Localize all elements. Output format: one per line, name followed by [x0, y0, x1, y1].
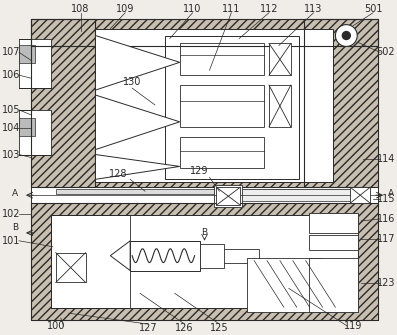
- Bar: [19, 118, 35, 136]
- Polygon shape: [95, 95, 180, 149]
- Bar: [180, 137, 264, 169]
- Bar: [56, 253, 85, 282]
- Bar: [95, 28, 333, 182]
- Text: 114: 114: [377, 154, 395, 164]
- Text: 103: 103: [2, 149, 20, 159]
- Bar: [31, 187, 378, 203]
- Text: 130: 130: [123, 77, 141, 87]
- Text: 502: 502: [377, 47, 395, 57]
- Text: A: A: [12, 189, 18, 198]
- Text: 107: 107: [2, 47, 20, 57]
- Text: B: B: [201, 228, 208, 238]
- Polygon shape: [95, 36, 180, 90]
- Text: 101: 101: [2, 236, 20, 246]
- Bar: [31, 19, 378, 187]
- Text: 106: 106: [2, 70, 20, 80]
- Text: 501: 501: [364, 4, 382, 14]
- Bar: [19, 118, 35, 136]
- Bar: [165, 36, 299, 179]
- Bar: [31, 203, 378, 320]
- Text: 112: 112: [260, 4, 278, 14]
- Bar: [19, 110, 51, 154]
- Polygon shape: [110, 241, 130, 271]
- Text: 111: 111: [222, 4, 241, 14]
- Bar: [214, 185, 242, 207]
- Bar: [350, 187, 370, 203]
- Bar: [216, 187, 240, 205]
- Bar: [200, 244, 224, 268]
- Circle shape: [342, 31, 350, 40]
- Bar: [51, 215, 130, 308]
- Bar: [308, 258, 358, 312]
- Bar: [304, 19, 378, 187]
- Text: 113: 113: [304, 4, 323, 14]
- Bar: [269, 85, 291, 127]
- Polygon shape: [95, 154, 180, 179]
- Bar: [180, 85, 264, 127]
- Text: 110: 110: [183, 4, 202, 14]
- Bar: [19, 46, 35, 63]
- Text: 119: 119: [344, 321, 362, 331]
- Bar: [31, 19, 95, 187]
- Text: 108: 108: [71, 4, 90, 14]
- Text: 100: 100: [46, 321, 65, 331]
- Text: B: B: [12, 223, 18, 232]
- Bar: [31, 203, 378, 320]
- Bar: [31, 19, 378, 47]
- Text: 126: 126: [175, 323, 194, 333]
- Text: A: A: [388, 189, 394, 198]
- Text: 104: 104: [2, 123, 20, 133]
- Text: 105: 105: [2, 105, 20, 115]
- Text: 115: 115: [377, 194, 395, 204]
- Text: 102: 102: [2, 209, 20, 219]
- Text: 117: 117: [377, 234, 395, 244]
- Bar: [51, 215, 130, 308]
- Bar: [247, 258, 322, 312]
- Circle shape: [335, 25, 357, 47]
- Bar: [269, 85, 291, 127]
- Bar: [19, 39, 51, 88]
- Bar: [165, 36, 299, 179]
- Bar: [31, 19, 378, 47]
- Bar: [308, 213, 358, 233]
- Bar: [56, 189, 363, 194]
- Text: 128: 128: [109, 170, 127, 179]
- Bar: [51, 215, 358, 308]
- Text: 116: 116: [377, 214, 395, 224]
- Bar: [304, 19, 378, 187]
- Bar: [180, 44, 264, 75]
- Bar: [242, 189, 361, 201]
- Text: 129: 129: [190, 166, 209, 177]
- Bar: [130, 241, 200, 271]
- Text: 123: 123: [377, 278, 395, 288]
- Bar: [269, 44, 291, 75]
- Text: 127: 127: [139, 323, 157, 333]
- Text: 109: 109: [116, 4, 135, 14]
- Bar: [31, 19, 95, 187]
- Bar: [308, 258, 358, 312]
- Bar: [308, 213, 358, 233]
- Bar: [308, 235, 358, 250]
- Bar: [200, 249, 259, 263]
- Bar: [269, 44, 291, 75]
- Bar: [19, 46, 35, 63]
- Text: 125: 125: [210, 323, 229, 333]
